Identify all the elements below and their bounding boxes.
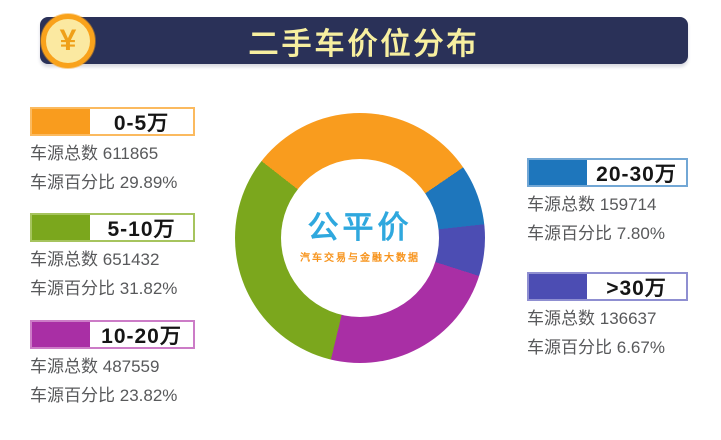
count-value: 611865 (102, 144, 159, 163)
legend-percent-line: 车源百分比 23.82% (30, 384, 195, 407)
percent-label: 车源百分比 (527, 338, 612, 357)
legend-label-box: 20-30万 (527, 158, 688, 187)
brand-logo: 公平价 (307, 210, 413, 245)
count-value: 651432 (102, 250, 160, 269)
legend-label-box: 10-20万 (30, 320, 195, 349)
legend-color-swatch (32, 215, 90, 240)
count-label: 车源总数 (30, 144, 98, 163)
count-label: 车源总数 (30, 357, 98, 376)
legend-percent-line: 车源百分比 31.82% (30, 277, 195, 300)
legend-range-label: 10-20万 (101, 324, 182, 348)
yen-symbol: ¥ (59, 24, 77, 57)
legend-range-label: 0-5万 (113, 111, 170, 135)
count-value: 487559 (102, 357, 160, 376)
percent-label: 车源百分比 (30, 279, 115, 298)
legend-label-box: >30万 (527, 272, 688, 301)
donut-chart: 公平价 汽车交易与金融大数据 (235, 113, 485, 363)
legend-label-box: 5-10万 (30, 213, 195, 242)
percent-value: 31.82% (119, 279, 178, 298)
legend-label-box: 0-5万 (30, 107, 195, 136)
percent-value: 29.89% (119, 173, 178, 192)
page-title: 二手车价位分布 (248, 27, 480, 61)
percent-value: 7.80% (616, 224, 665, 243)
legend-item-5-10: 5-10万 车源总数 651432 车源百分比 31.82% (30, 213, 195, 300)
legend-percent-line: 车源百分比 7.80% (527, 222, 688, 245)
percent-label: 车源百分比 (30, 386, 115, 405)
legend-percent-line: 车源百分比 6.67% (527, 336, 688, 359)
donut-center: 公平价 汽车交易与金融大数据 (281, 159, 439, 317)
legend-count-line: 车源总数 136637 (527, 307, 688, 330)
legend-count-line: 车源总数 611865 (30, 142, 195, 165)
percent-value: 23.82% (119, 386, 178, 405)
legend-range-label: >30万 (606, 276, 667, 300)
count-label: 车源总数 (527, 195, 595, 214)
legend-count-line: 车源总数 159714 (527, 193, 688, 216)
legend-count-line: 车源总数 487559 (30, 355, 195, 378)
legend-item-10-20: 10-20万 车源总数 487559 车源百分比 23.82% (30, 320, 195, 407)
count-label: 车源总数 (30, 250, 98, 269)
yuan-coin-icon: ¥ (41, 14, 95, 68)
percent-label: 车源百分比 (30, 173, 115, 192)
legend-percent-line: 车源百分比 29.89% (30, 171, 195, 194)
legend-color-swatch (529, 160, 587, 185)
legend-range-label: 5-10万 (107, 217, 176, 241)
percent-label: 车源百分比 (527, 224, 612, 243)
brand-tagline: 汽车交易与金融大数据 (300, 253, 420, 264)
legend-count-line: 车源总数 651432 (30, 248, 195, 271)
legend-item-gt-30: >30万 车源总数 136637 车源百分比 6.67% (527, 272, 688, 359)
legend-range-label: 20-30万 (596, 162, 677, 186)
count-value: 159714 (599, 195, 657, 214)
count-value: 136637 (599, 309, 657, 328)
legend-color-swatch (32, 322, 90, 347)
legend-color-swatch (32, 109, 90, 134)
count-label: 车源总数 (527, 309, 595, 328)
percent-value: 6.67% (616, 338, 665, 357)
legend-item-0-5: 0-5万 车源总数 611865 车源百分比 29.89% (30, 107, 195, 194)
legend-color-swatch (529, 274, 587, 299)
legend-item-20-30: 20-30万 车源总数 159714 车源百分比 7.80% (527, 158, 688, 245)
header-bar: 二手车价位分布 (40, 17, 688, 64)
